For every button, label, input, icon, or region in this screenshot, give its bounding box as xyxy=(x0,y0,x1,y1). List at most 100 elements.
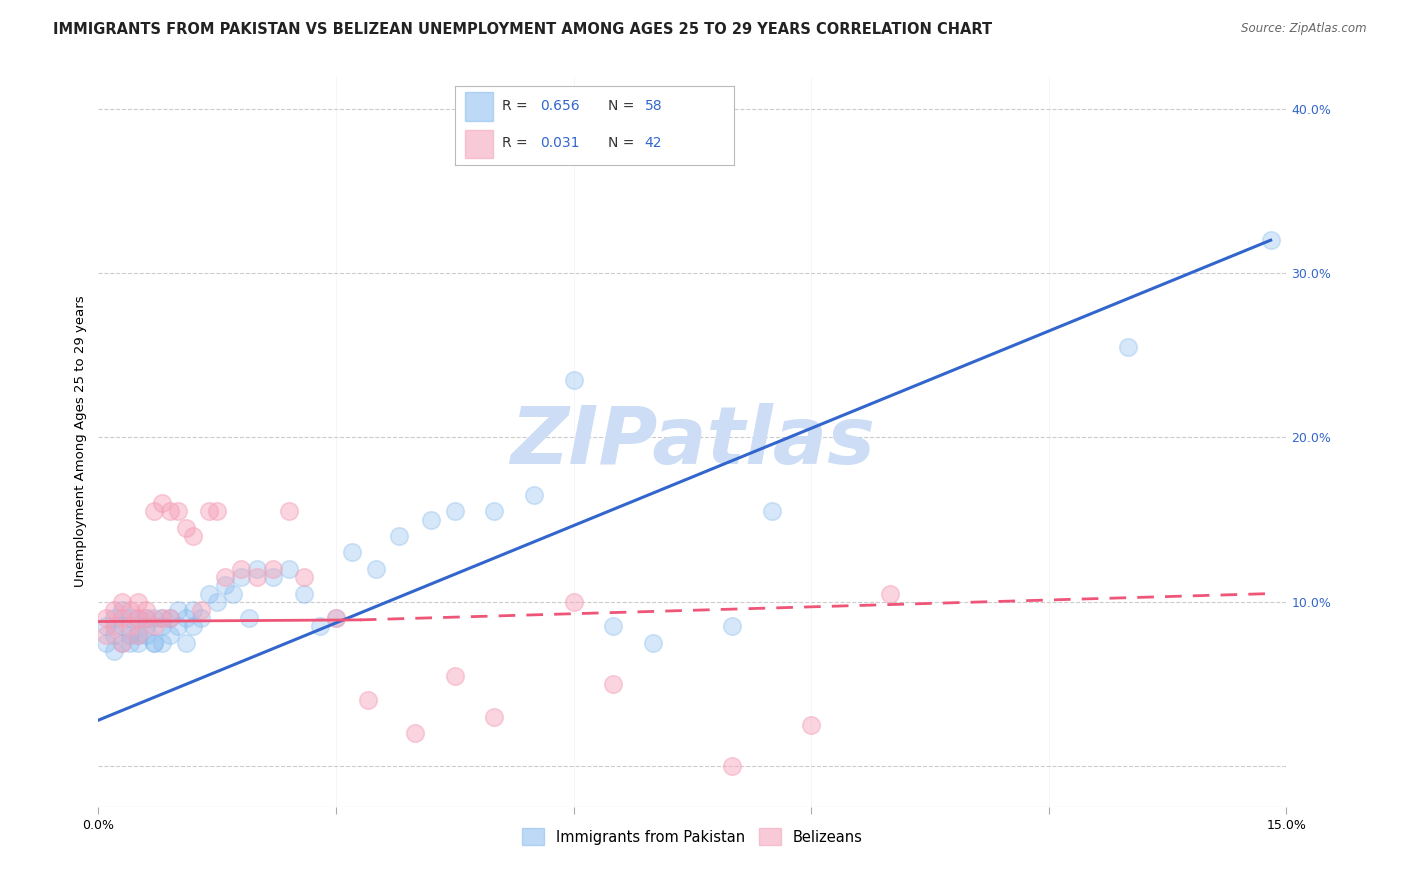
Point xyxy=(641,636,664,650)
Point xyxy=(277,562,299,576)
Point xyxy=(484,504,506,518)
Point xyxy=(761,504,783,518)
Point xyxy=(127,595,149,609)
Point xyxy=(142,504,165,518)
Point xyxy=(120,611,142,625)
Point xyxy=(214,578,236,592)
Point xyxy=(127,611,149,625)
Point xyxy=(1260,233,1282,247)
Point xyxy=(229,570,252,584)
Point xyxy=(229,562,252,576)
Point xyxy=(364,562,387,576)
Point xyxy=(150,496,173,510)
Point xyxy=(246,562,269,576)
Point xyxy=(96,619,118,633)
Point xyxy=(120,636,142,650)
Point xyxy=(721,619,744,633)
Point xyxy=(190,603,212,617)
Point xyxy=(135,619,157,633)
Text: Source: ZipAtlas.com: Source: ZipAtlas.com xyxy=(1241,22,1367,36)
Point xyxy=(198,586,221,600)
Point xyxy=(198,504,221,518)
Point xyxy=(142,636,165,650)
Point xyxy=(127,628,149,642)
Legend: Immigrants from Pakistan, Belizeans: Immigrants from Pakistan, Belizeans xyxy=(516,822,869,851)
Point xyxy=(404,726,426,740)
Point xyxy=(166,504,188,518)
Point xyxy=(277,504,299,518)
Point xyxy=(96,628,118,642)
Point xyxy=(602,677,624,691)
Point xyxy=(120,628,142,642)
Y-axis label: Unemployment Among Ages 25 to 29 years: Unemployment Among Ages 25 to 29 years xyxy=(75,296,87,587)
Point xyxy=(183,529,205,543)
Point xyxy=(159,504,181,518)
Point xyxy=(111,603,134,617)
Point xyxy=(484,710,506,724)
Point xyxy=(103,644,125,658)
Point xyxy=(127,611,149,625)
Point xyxy=(325,611,347,625)
Point xyxy=(174,611,197,625)
Point xyxy=(150,611,173,625)
Point xyxy=(150,619,173,633)
Point xyxy=(159,611,181,625)
Point xyxy=(190,611,212,625)
Point xyxy=(357,693,380,707)
Point xyxy=(205,504,228,518)
Point xyxy=(183,619,205,633)
Point xyxy=(142,619,165,633)
Text: IMMIGRANTS FROM PAKISTAN VS BELIZEAN UNEMPLOYMENT AMONG AGES 25 TO 29 YEARS CORR: IMMIGRANTS FROM PAKISTAN VS BELIZEAN UNE… xyxy=(53,22,993,37)
Point xyxy=(800,718,823,732)
Point xyxy=(523,488,546,502)
Point xyxy=(142,636,165,650)
Point xyxy=(602,619,624,633)
Point xyxy=(127,636,149,650)
Point xyxy=(420,513,443,527)
Point xyxy=(103,611,125,625)
Point xyxy=(1116,340,1139,354)
Point xyxy=(309,619,332,633)
Point xyxy=(444,669,467,683)
Point xyxy=(135,611,157,625)
Point xyxy=(111,595,134,609)
Point xyxy=(214,570,236,584)
Point xyxy=(879,586,901,600)
Point xyxy=(111,636,134,650)
Point xyxy=(120,619,142,633)
Point xyxy=(135,611,157,625)
Point xyxy=(111,611,134,625)
Point xyxy=(127,628,149,642)
Point xyxy=(340,545,363,559)
Point xyxy=(388,529,411,543)
Point xyxy=(159,628,181,642)
Point xyxy=(292,570,315,584)
Point xyxy=(222,586,245,600)
Point xyxy=(103,603,125,617)
Point xyxy=(166,603,188,617)
Point xyxy=(246,570,269,584)
Point xyxy=(262,570,284,584)
Point xyxy=(262,562,284,576)
Point xyxy=(96,611,118,625)
Point xyxy=(183,603,205,617)
Point xyxy=(150,636,173,650)
Point xyxy=(159,611,181,625)
Point xyxy=(444,504,467,518)
Point xyxy=(111,619,134,633)
Point xyxy=(166,619,188,633)
Point xyxy=(142,611,165,625)
Point xyxy=(103,628,125,642)
Point xyxy=(562,595,585,609)
Point xyxy=(174,636,197,650)
Point xyxy=(135,628,157,642)
Point xyxy=(325,611,347,625)
Text: ZIPatlas: ZIPatlas xyxy=(510,402,875,481)
Point xyxy=(120,603,142,617)
Point xyxy=(205,595,228,609)
Point xyxy=(135,603,157,617)
Point xyxy=(562,373,585,387)
Point xyxy=(292,586,315,600)
Point xyxy=(150,611,173,625)
Point xyxy=(238,611,260,625)
